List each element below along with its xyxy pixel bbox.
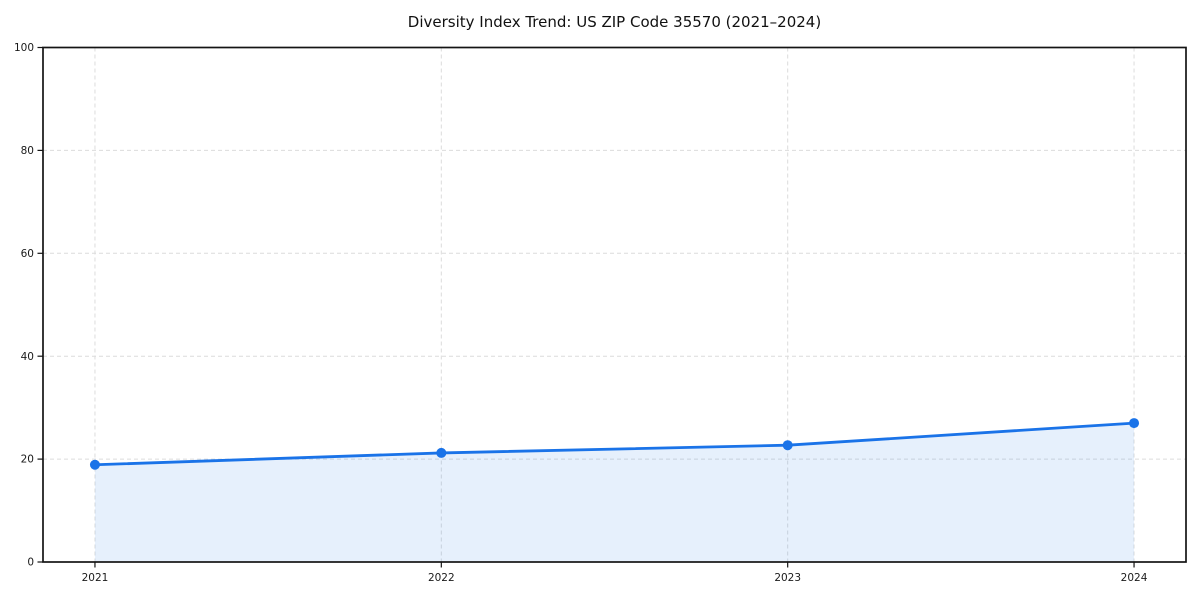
x-tick-label-2022: 2022 (428, 572, 455, 584)
y-tick-label-80: 80 (21, 145, 34, 157)
y-tick-label-60: 60 (21, 248, 34, 260)
plot-border (42, 46, 1187, 563)
x-tick-label-2021: 2021 (82, 572, 109, 584)
y-tick-label-20: 20 (21, 454, 34, 466)
x-tick-label-2024: 2024 (1121, 572, 1148, 584)
trend-line (93, 421, 1136, 467)
x-tick-label-2023: 2023 (774, 572, 801, 584)
area-fill (94, 423, 1135, 562)
y-tick-label-0: 0 (27, 557, 34, 569)
data-point-marker-2022 (436, 447, 447, 458)
data-point-marker-2021 (89, 459, 100, 470)
y-tick-label-40: 40 (21, 351, 34, 363)
y-tick-label-100: 100 (14, 42, 34, 54)
data-point-marker-2024 (1129, 418, 1140, 429)
chart-title: Diversity Index Trend: US ZIP Code 35570… (407, 13, 822, 31)
data-point-marker-2023 (782, 440, 793, 451)
